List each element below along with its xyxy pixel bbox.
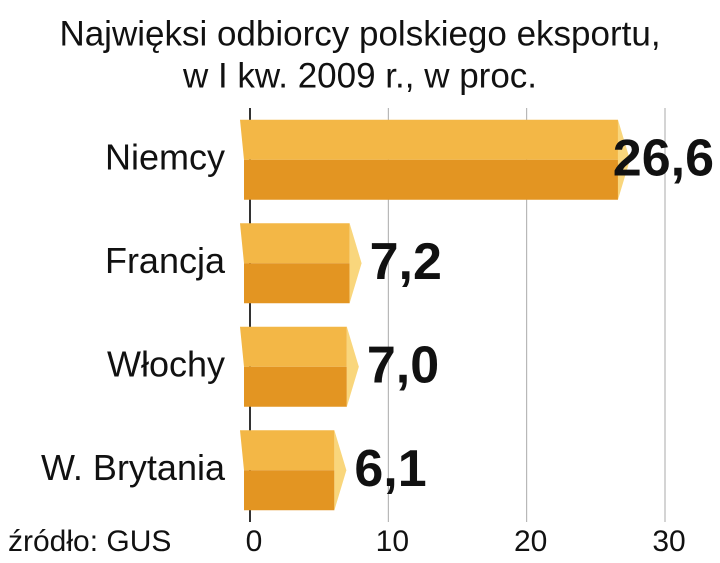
bar-tip [334,430,347,511]
bar-top [240,223,350,264]
bar-tip [346,326,359,407]
bar [244,159,618,200]
bar [244,470,335,511]
x-tick-label: 30 [652,525,685,558]
category-label: Niemcy [105,136,225,177]
chart-title: Najwięksi odbiorcy polskiego eksportu, [59,14,660,53]
bar-top [240,430,335,471]
x-tick-label: 0 [246,525,263,558]
chart-title: w I kw. 2009 r., w proc. [182,56,537,95]
x-tick-label: 10 [376,525,409,558]
source: źródło: GUS [8,525,171,558]
value-label: 26,6 [613,129,714,187]
bar [244,263,350,304]
category-label: Francja [105,240,226,281]
value-label: 6,1 [354,440,426,498]
value-label: 7,2 [370,233,442,291]
bar-tip [617,119,630,200]
x-tick-label: 20 [514,525,547,558]
bar-top [240,326,347,367]
category-label: W. Brytania [41,447,226,488]
bar [244,366,347,407]
bar-top [240,119,618,160]
value-label: 7,0 [367,336,439,394]
bar-tip [349,223,362,304]
category-label: Włochy [107,343,225,384]
